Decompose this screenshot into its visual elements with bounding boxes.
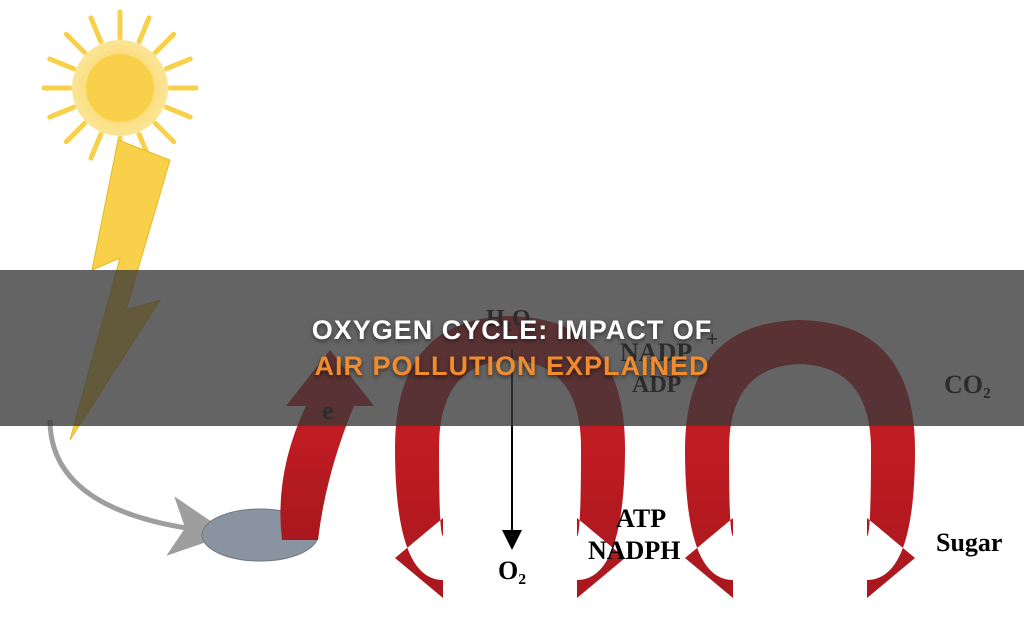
diagram-stage: H₂O NADP + ADP CO₂ e ATP NADPH O₂ Sugar … xyxy=(0,0,1024,640)
title-line-2: AIR POLLUTION EXPLAINED xyxy=(312,348,713,384)
sun-icon xyxy=(86,54,154,122)
label-sugar: Sugar xyxy=(936,528,1002,558)
title-text: OXYGEN CYCLE: IMPACT OF AIR POLLUTION EX… xyxy=(312,312,713,385)
label-o2: O₂ xyxy=(498,556,526,586)
label-nadph: NADPH xyxy=(588,536,680,566)
title-overlay-band: OXYGEN CYCLE: IMPACT OF AIR POLLUTION EX… xyxy=(0,270,1024,426)
label-atp: ATP xyxy=(616,504,666,534)
title-line-1: OXYGEN CYCLE: IMPACT OF xyxy=(312,312,713,348)
